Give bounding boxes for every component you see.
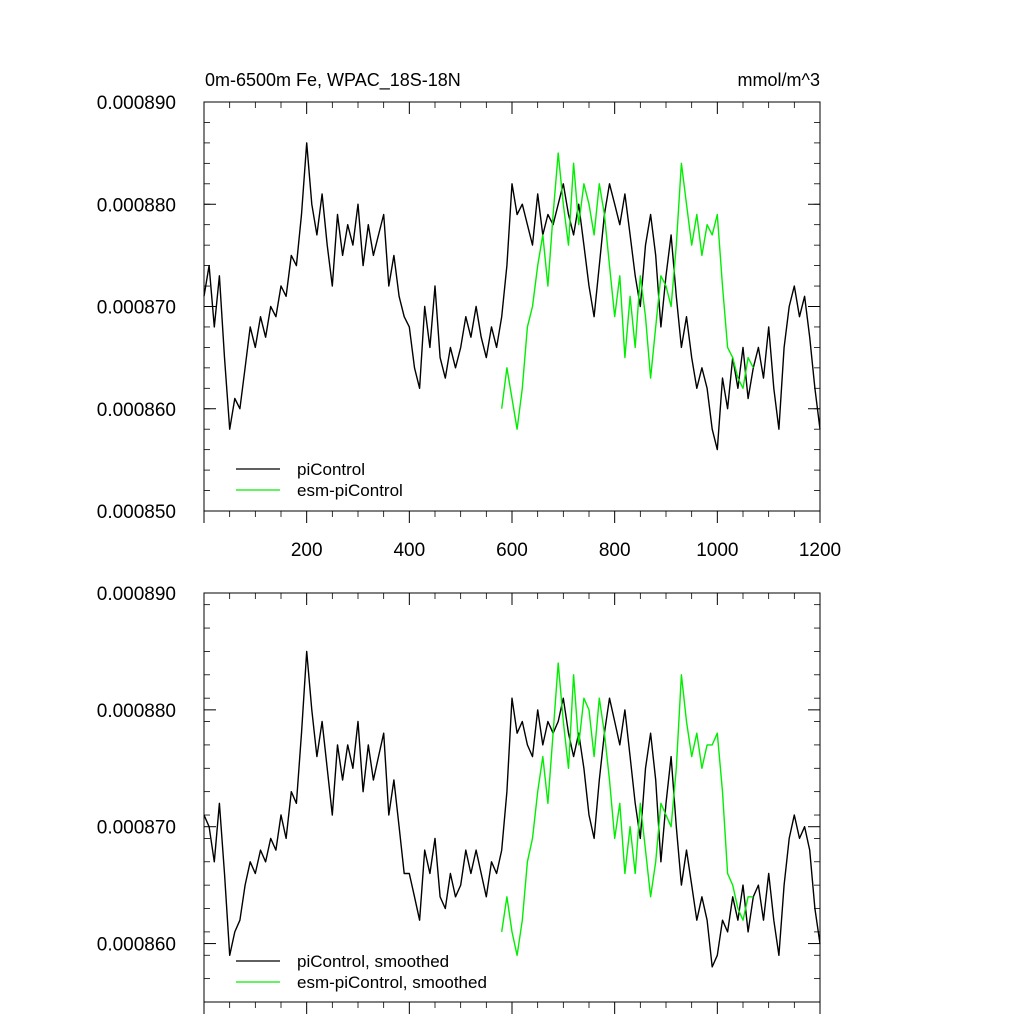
bottom-legend: piControl, smoothed esm-piControl, smoot…: [236, 952, 487, 992]
bottom-y-tick-labels: 0.000860 0.000870 0.000880 0.000890: [97, 584, 176, 956]
legend-label-esm-picontrol-smoothed: esm-piControl, smoothed: [297, 973, 487, 992]
top-axis-ticks: [203, 101, 821, 523]
legend-label-picontrol-smoothed: piControl, smoothed: [297, 952, 449, 971]
bottom-series-line-esm-picontrol-smoothed: [501, 662, 754, 956]
bottom-axis-ticks: [203, 592, 821, 1014]
top-panel: 0m-6500m Fe, WPAC_18S-18N mmol/m^3 0.000…: [97, 70, 841, 561]
x-tick-label: 1000: [696, 540, 738, 561]
top-series-line-picontrol: [203, 142, 821, 451]
x-tick-label: 400: [393, 540, 425, 561]
top-series-line-esm-picontrol: [501, 152, 754, 430]
x-tick-label: 200: [291, 540, 323, 561]
top-y-tick-labels: 0.000850 0.000860 0.000870 0.000880 0.000890: [97, 93, 176, 523]
x-tick-label: 1200: [799, 540, 841, 561]
legend-label-esm-picontrol: esm-piControl: [297, 481, 403, 500]
y-tick-label: 0.000880: [97, 701, 176, 722]
top-plot-frame: [203, 101, 821, 512]
bottom-series-group: [203, 650, 821, 968]
top-x-tick-labels: 200 400 600 800 1000 1200: [291, 540, 841, 561]
chart-title: 0m-6500m Fe, WPAC_18S-18N: [205, 70, 461, 91]
y-tick-label: 0.000850: [97, 502, 176, 523]
y-tick-label: 0.000870: [97, 818, 176, 839]
x-tick-label: 800: [599, 540, 631, 561]
y-tick-label: 0.000890: [97, 93, 176, 114]
y-tick-label: 0.000890: [97, 584, 176, 605]
bottom-panel: 0.000860 0.000870 0.000880 0.000890 piContr…: [97, 584, 821, 1014]
legend-label-picontrol: piControl: [297, 460, 365, 479]
units-label: mmol/m^3: [738, 70, 820, 90]
top-series-group: [203, 142, 821, 451]
y-tick-label: 0.000870: [97, 298, 176, 319]
bottom-series-line-picontrol-smoothed: [203, 650, 821, 968]
top-legend: piControl esm-piControl: [236, 460, 403, 500]
y-tick-label: 0.000880: [97, 195, 176, 216]
x-tick-label: 600: [496, 540, 528, 561]
y-tick-label: 0.000860: [97, 400, 176, 421]
y-tick-label: 0.000860: [97, 935, 176, 956]
